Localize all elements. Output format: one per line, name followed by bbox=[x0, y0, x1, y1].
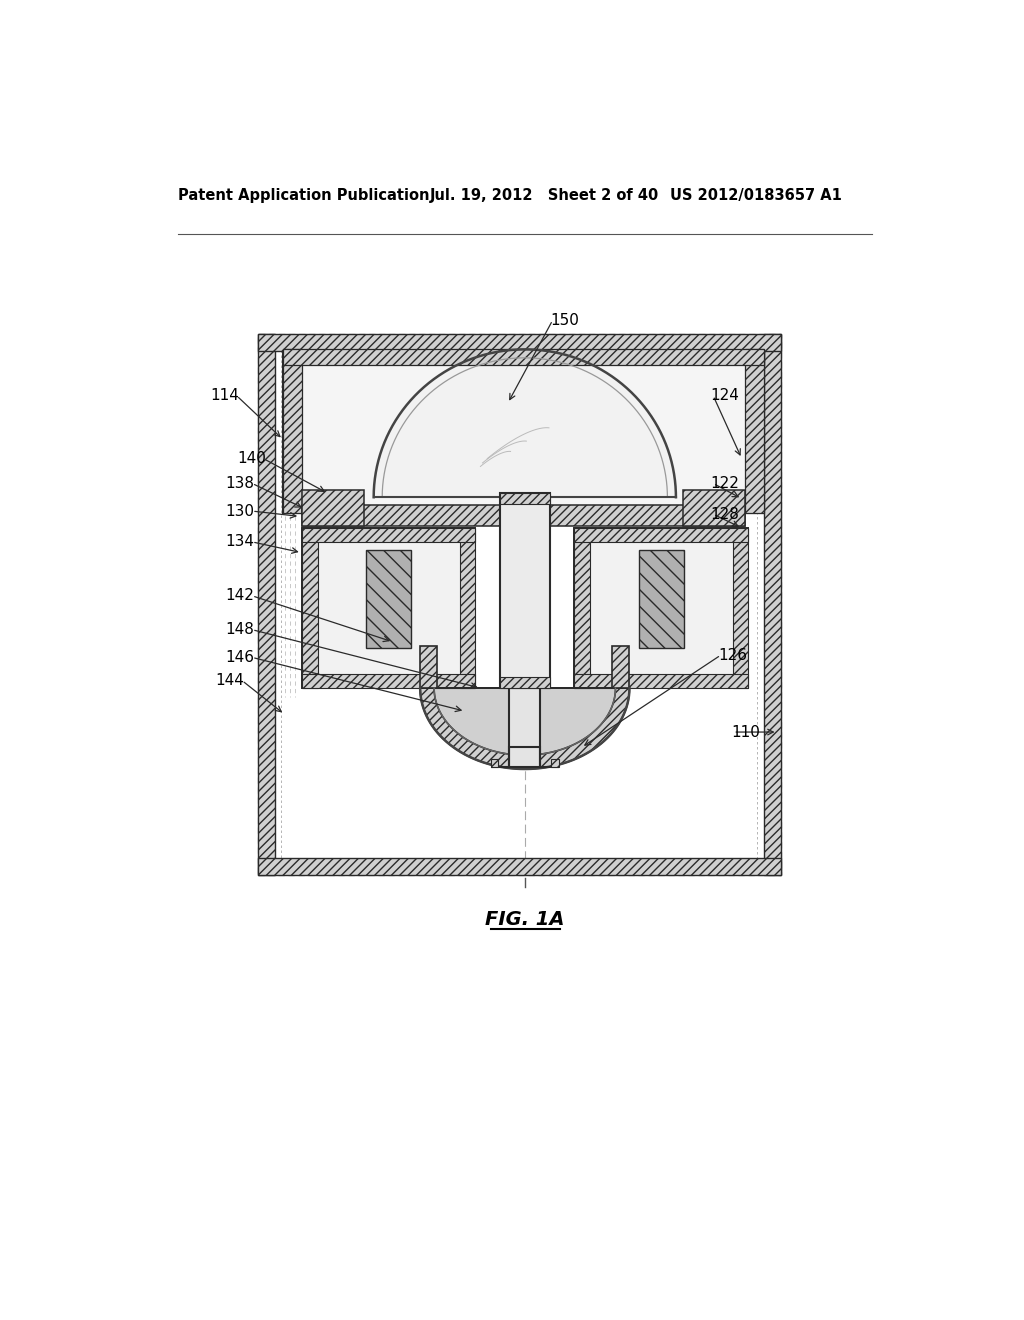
Bar bbox=[551, 759, 559, 767]
Text: 114: 114 bbox=[210, 388, 239, 403]
Text: 110: 110 bbox=[731, 725, 760, 739]
Text: Patent Application Publication: Patent Application Publication bbox=[178, 187, 430, 203]
Text: 124: 124 bbox=[711, 388, 739, 403]
Polygon shape bbox=[420, 688, 630, 770]
Bar bbox=[366, 549, 411, 648]
Bar bbox=[302, 675, 475, 688]
Text: 146: 146 bbox=[225, 649, 254, 665]
Bar bbox=[258, 334, 780, 351]
Text: FIG. 1A: FIG. 1A bbox=[485, 909, 564, 929]
Bar bbox=[283, 350, 302, 512]
Bar bbox=[460, 528, 475, 688]
Bar bbox=[258, 858, 780, 875]
Bar bbox=[283, 350, 764, 364]
Bar bbox=[302, 528, 317, 688]
Text: 150: 150 bbox=[550, 313, 580, 327]
Bar bbox=[744, 350, 764, 512]
Bar bbox=[420, 645, 437, 688]
Bar bbox=[500, 677, 550, 688]
Bar bbox=[683, 490, 744, 527]
Text: 126: 126 bbox=[719, 648, 748, 663]
Bar bbox=[490, 759, 499, 767]
Text: 140: 140 bbox=[238, 451, 266, 466]
Text: 130: 130 bbox=[225, 503, 254, 519]
Text: 134: 134 bbox=[225, 535, 254, 549]
Bar bbox=[302, 528, 475, 543]
Text: US 2012/0183657 A1: US 2012/0183657 A1 bbox=[671, 187, 843, 203]
Bar bbox=[574, 528, 748, 543]
Text: 122: 122 bbox=[711, 475, 739, 491]
Bar bbox=[574, 528, 590, 688]
Bar bbox=[500, 494, 550, 688]
Bar bbox=[500, 494, 550, 504]
Text: 144: 144 bbox=[215, 673, 245, 688]
Text: 142: 142 bbox=[225, 589, 254, 603]
Bar bbox=[574, 675, 748, 688]
Bar bbox=[302, 506, 744, 527]
Bar bbox=[282, 341, 758, 869]
Bar bbox=[764, 334, 780, 875]
Text: 138: 138 bbox=[225, 475, 254, 491]
Bar bbox=[258, 334, 275, 875]
Bar bbox=[302, 490, 364, 527]
Bar bbox=[574, 528, 748, 688]
Polygon shape bbox=[420, 688, 630, 770]
Bar bbox=[612, 645, 630, 688]
Text: Jul. 19, 2012   Sheet 2 of 40: Jul. 19, 2012 Sheet 2 of 40 bbox=[430, 187, 659, 203]
Bar bbox=[283, 350, 764, 512]
Bar bbox=[639, 549, 684, 648]
Bar bbox=[509, 688, 541, 767]
Bar bbox=[258, 334, 780, 875]
Text: 148: 148 bbox=[225, 622, 254, 638]
Bar bbox=[302, 528, 475, 688]
Text: 128: 128 bbox=[711, 507, 739, 521]
Bar bbox=[732, 528, 748, 688]
